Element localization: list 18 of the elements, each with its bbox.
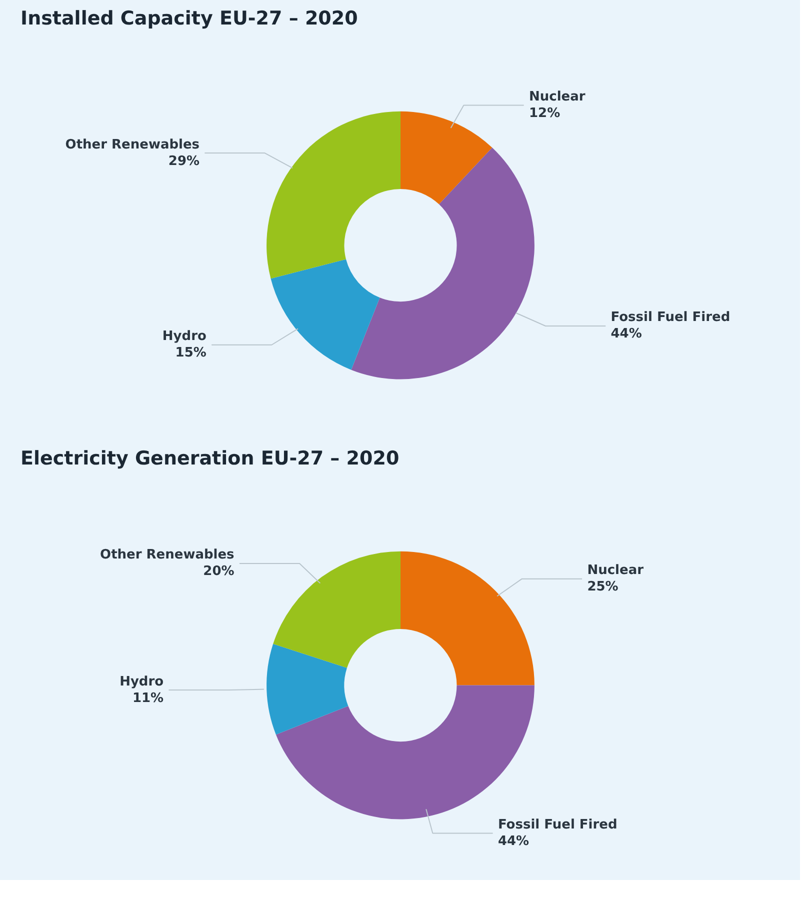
slice-label: Nuclear [528, 90, 586, 105]
slice-label: Hydro [162, 329, 206, 344]
data-label: 29% [168, 154, 200, 169]
slice-label: Fossil Fuel Fired [498, 817, 618, 832]
slice-label: Other Renewables [100, 548, 235, 563]
chart-title: Installed Capacity EU-27 – 2020 [20, 8, 358, 30]
slice-label: Other Renewables [65, 137, 200, 152]
data-label: 44% [498, 834, 530, 849]
slice-label: Fossil Fuel Fired [610, 310, 730, 326]
slice-label: Hydro [120, 674, 164, 690]
data-label: 25% [587, 580, 618, 595]
data-label: 15% [175, 346, 206, 361]
data-label: 20% [203, 564, 234, 580]
data-label: 11% [132, 690, 164, 706]
data-label: 12% [528, 106, 560, 122]
chart-title: Electricity Generation EU-27 – 2020 [20, 448, 400, 470]
slice-label: Nuclear [587, 563, 644, 578]
data-label: 44% [610, 326, 642, 342]
